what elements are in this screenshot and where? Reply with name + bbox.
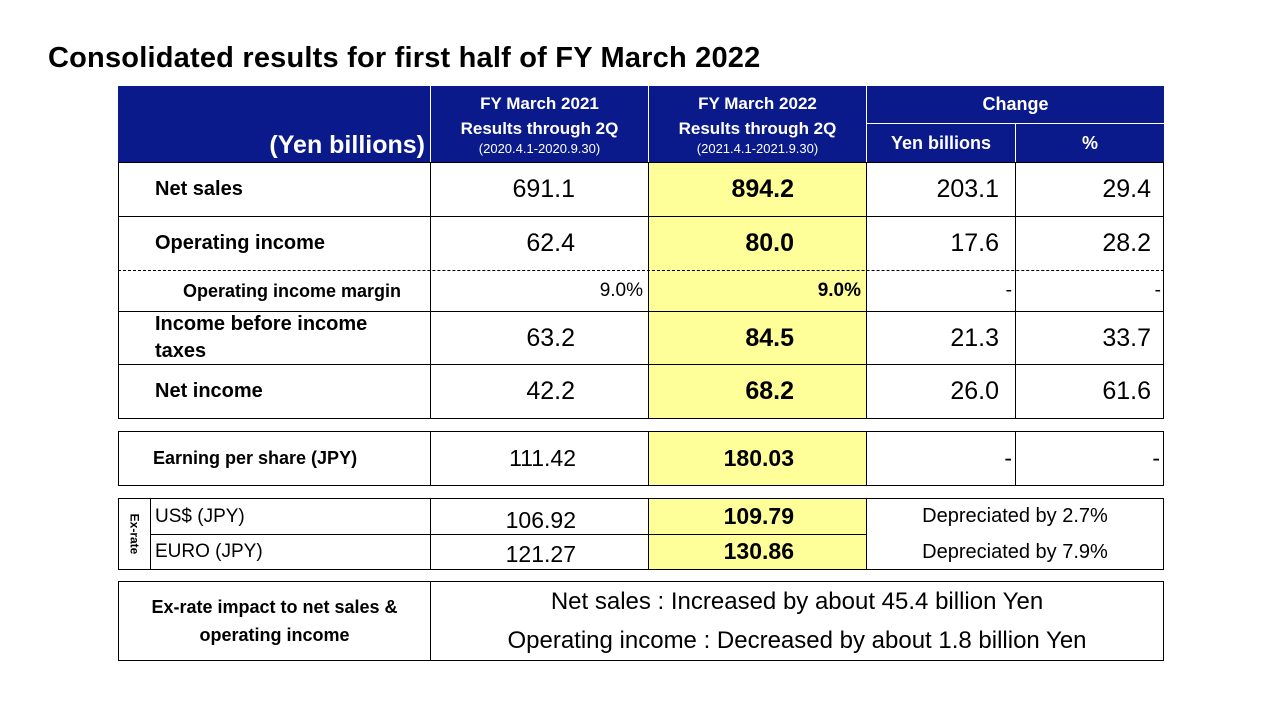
page-title: Consolidated results for first half of F… <box>48 42 761 74</box>
eps-label: Earning per share (JPY) <box>153 448 358 468</box>
row-label: Income before income taxes <box>155 313 368 362</box>
fy2022-value: 80.0 <box>745 229 794 257</box>
fy2021-value: 42.2 <box>526 377 575 405</box>
impact-label-line2: operating income <box>199 625 350 645</box>
fy2022-value: 68.2 <box>745 377 794 405</box>
fy2021-value: 9.0% <box>599 280 643 301</box>
change-pct-value: 28.2 <box>1102 229 1151 257</box>
impact-label-line1: Ex-rate impact to net sales & <box>151 597 398 617</box>
eps-change-yen: - <box>1004 445 1012 471</box>
fy2022-value: 894.2 <box>731 175 794 203</box>
eps-change-pct: - <box>1152 445 1160 471</box>
change-pct-value: 61.6 <box>1102 377 1151 405</box>
fy2021-period: (2020.4.1-2020.9.30) <box>478 141 601 156</box>
fy2022-title: FY March 2022 <box>698 94 817 113</box>
column-header-fy2022: FY March 2022 Results through 2Q (2021.4… <box>649 88 866 160</box>
fy2021-value: 63.2 <box>526 323 575 352</box>
eps-fy2022: 180.03 <box>723 445 794 471</box>
row-label: Operating income margin <box>183 280 402 301</box>
fy2021-subtitle: Results through 2Q <box>460 119 619 138</box>
change-yen-value: 17.6 <box>950 229 999 257</box>
table-header <box>118 86 1164 162</box>
usd-fy2021: 106.92 <box>505 506 576 533</box>
change-yen-value: 203.1 <box>936 175 999 203</box>
fy2021-value: 691.1 <box>512 175 575 203</box>
fy2022-period: (2021.4.1-2021.9.30) <box>696 141 819 156</box>
fy2022-value: 9.0% <box>817 280 861 301</box>
column-header-change: Change <box>982 94 1049 114</box>
exrate-side-label: Ex-rate <box>119 499 150 569</box>
euro-fy2022: 130.86 <box>723 537 794 564</box>
change-pct-value: - <box>1154 280 1161 301</box>
usd-change: Depreciated by 2.7% <box>922 505 1108 527</box>
row-label: Operating income <box>155 232 326 254</box>
change-yen-value: 21.3 <box>950 323 999 352</box>
impact-text: Net sales : Increased by about 45.4 bill… <box>431 582 1163 660</box>
euro-fy2021: 121.27 <box>505 540 576 567</box>
change-yen-value: 26.0 <box>950 377 999 405</box>
fy2021-value: 62.4 <box>526 229 575 257</box>
impact-operating-income: Operating income : Decreased by about 1.… <box>507 627 1087 654</box>
column-header-change-yen: Yen billions <box>890 132 992 153</box>
euro-change: Depreciated by 7.9% <box>922 540 1108 563</box>
usd-label: US$ (JPY) <box>155 505 245 527</box>
impact-net-sales: Net sales : Increased by about 45.4 bill… <box>550 588 1044 615</box>
euro-label: EURO (JPY) <box>155 541 263 562</box>
fy2022-value: 84.5 <box>745 323 794 352</box>
column-header-fy2021: FY March 2021 Results through 2Q (2020.4… <box>431 88 648 160</box>
unit-label: (Yen billions) <box>269 130 425 159</box>
usd-fy2022: 109.79 <box>723 502 794 529</box>
exrate-side-text: Ex-rate <box>127 513 142 555</box>
change-pct-value: 33.7 <box>1102 323 1151 352</box>
column-header-change-pct: % <box>1081 132 1098 153</box>
fy2022-subtitle: Results through 2Q <box>678 119 837 138</box>
row-label: Net income <box>155 380 263 402</box>
fy2021-title: FY March 2021 <box>480 94 599 113</box>
row-label: Net sales <box>155 178 243 200</box>
change-pct-value: 29.4 <box>1102 175 1151 203</box>
change-yen-value: - <box>1005 280 1012 301</box>
eps-fy2021: 111.42 <box>509 445 576 471</box>
impact-label: Ex-rate impact to net sales & operating … <box>119 582 430 660</box>
